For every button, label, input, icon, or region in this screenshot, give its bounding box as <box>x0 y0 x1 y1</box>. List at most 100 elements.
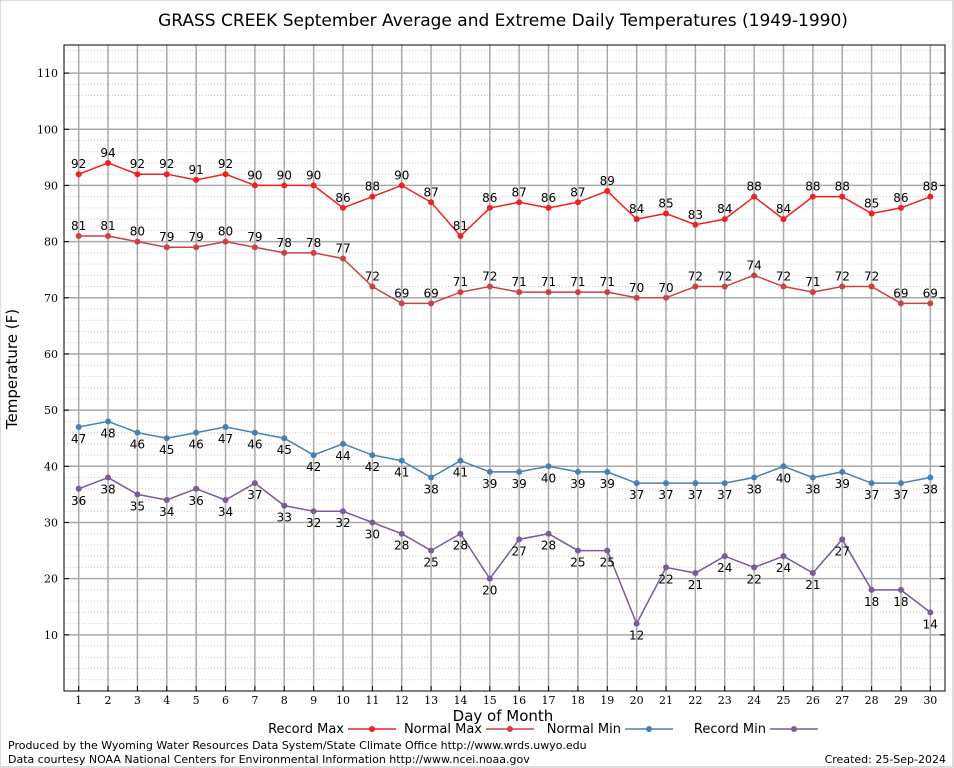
data-label: 91 <box>189 163 204 177</box>
data-label: 92 <box>159 157 174 171</box>
data-point <box>809 570 816 577</box>
data-point <box>369 452 376 459</box>
data-point <box>927 300 934 307</box>
data-label: 38 <box>805 483 820 497</box>
data-label: 46 <box>130 438 145 452</box>
data-label: 36 <box>71 494 86 508</box>
data-label: 38 <box>923 483 938 497</box>
data-point <box>193 485 200 492</box>
data-label: 72 <box>365 270 380 284</box>
data-label: 22 <box>658 572 673 586</box>
data-point <box>516 536 523 543</box>
data-label: 24 <box>717 561 732 575</box>
data-label: 27 <box>835 544 850 558</box>
x-tick-label: 29 <box>894 694 908 707</box>
data-point <box>574 468 581 475</box>
series-line <box>78 235 931 305</box>
data-label: 71 <box>805 275 820 289</box>
data-point <box>75 485 82 492</box>
data-label: 88 <box>805 180 820 194</box>
data-point <box>310 508 317 515</box>
x-tick-label: 14 <box>453 694 467 707</box>
data-point <box>163 244 170 251</box>
data-label: 37 <box>864 488 879 502</box>
data-label: 69 <box>893 286 908 300</box>
data-label: 85 <box>864 197 879 211</box>
data-label: 37 <box>688 488 703 502</box>
data-point <box>222 171 229 178</box>
data-point <box>927 193 934 200</box>
data-label: 92 <box>71 157 86 171</box>
data-point <box>398 300 405 307</box>
legend-marker <box>791 726 797 732</box>
data-label: 42 <box>306 460 321 474</box>
data-label: 39 <box>482 477 497 491</box>
data-point <box>105 232 112 239</box>
data-point <box>545 530 552 537</box>
data-point <box>193 176 200 183</box>
data-label: 86 <box>893 191 908 205</box>
data-point <box>105 159 112 166</box>
data-point <box>134 238 141 245</box>
data-label: 27 <box>512 544 527 558</box>
data-label: 94 <box>100 146 115 160</box>
data-label: 84 <box>629 202 644 216</box>
data-point <box>633 216 640 223</box>
data-label: 71 <box>570 275 585 289</box>
footer-credit-1: Produced by the Wyoming Water Resources … <box>8 739 587 752</box>
data-point <box>134 429 141 436</box>
data-point <box>486 468 493 475</box>
data-point <box>281 502 288 509</box>
legend-marker <box>646 726 652 732</box>
footer-credit-2: Data courtesy NOAA National Centers for … <box>8 753 530 766</box>
data-point <box>839 536 846 543</box>
grid-lines <box>64 45 945 691</box>
data-label: 37 <box>629 488 644 502</box>
data-point <box>574 289 581 296</box>
series-record-min: 36 38 35 34 36 34 37 33 32 32 30 28 25 28 20 27 28 25 25 12… <box>71 474 938 643</box>
data-point <box>604 289 611 296</box>
data-label: 48 <box>100 426 115 440</box>
legend-marker <box>369 726 375 732</box>
data-label: 36 <box>189 494 204 508</box>
legend-label: Record Min <box>694 722 766 737</box>
data-point <box>692 480 699 487</box>
data-point <box>339 440 346 447</box>
data-point <box>222 238 229 245</box>
data-point <box>457 457 464 464</box>
data-point <box>457 289 464 296</box>
data-point <box>457 530 464 537</box>
x-tick-label: 24 <box>747 694 761 707</box>
data-point <box>281 435 288 442</box>
data-point <box>633 294 640 301</box>
x-tick-label: 30 <box>923 694 937 707</box>
series-normal-min: 47 48 46 45 46 47 46 45 42 44 42 41 38 41 39 39 40 39 39 37… <box>71 418 938 502</box>
data-point <box>222 497 229 504</box>
x-tick-label: 28 <box>865 694 879 707</box>
data-label: 74 <box>746 258 761 272</box>
data-point <box>75 232 82 239</box>
data-point <box>163 435 170 442</box>
y-tick-label: 20 <box>44 573 58 586</box>
data-point <box>692 570 699 577</box>
y-axis-title: Temperature (F) <box>3 309 21 430</box>
data-point <box>193 244 200 251</box>
x-tick-label: 5 <box>193 694 200 707</box>
data-label: 21 <box>688 578 703 592</box>
data-label: 34 <box>218 505 233 519</box>
data-point <box>839 193 846 200</box>
data-point <box>780 463 787 470</box>
data-point <box>105 474 112 481</box>
data-point <box>868 210 875 217</box>
data-label: 87 <box>512 185 527 199</box>
data-label: 90 <box>277 168 292 182</box>
data-label: 72 <box>482 270 497 284</box>
y-tick-label: 90 <box>44 179 58 192</box>
data-label: 69 <box>394 286 409 300</box>
data-point <box>251 182 258 189</box>
legend-label: Record Max <box>268 722 344 737</box>
data-label: 81 <box>71 219 86 233</box>
